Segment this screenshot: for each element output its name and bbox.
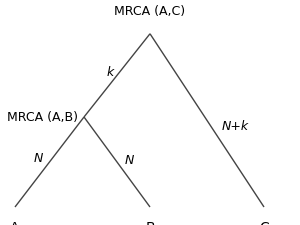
- Text: k: k: [106, 65, 114, 79]
- Text: MRCA (A,C): MRCA (A,C): [114, 5, 186, 18]
- Text: MRCA (A,B): MRCA (A,B): [7, 110, 78, 124]
- Text: N+k: N+k: [222, 119, 249, 133]
- Text: B: B: [145, 220, 155, 225]
- Text: N: N: [34, 152, 44, 165]
- Text: C: C: [259, 220, 269, 225]
- Text: N: N: [124, 154, 134, 167]
- Text: A: A: [10, 220, 20, 225]
